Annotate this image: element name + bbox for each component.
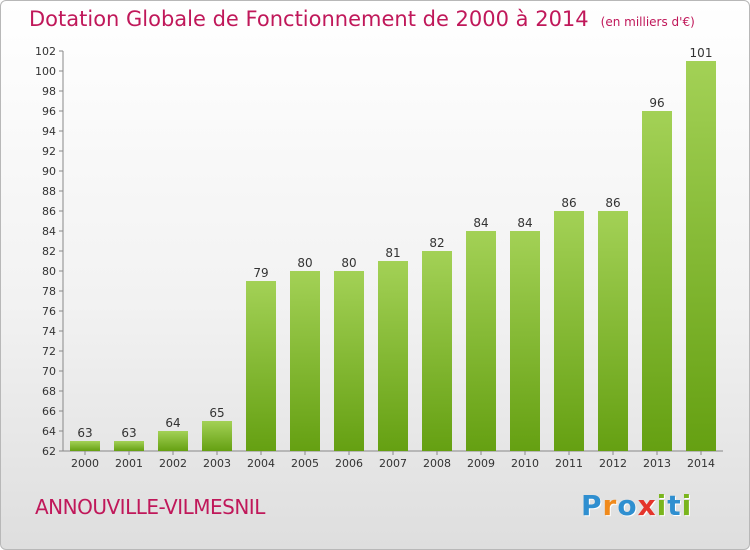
y-tick-label: 66 [42,405,56,418]
logo-letter: r [602,489,618,522]
y-tick-label: 88 [42,185,56,198]
bar-2009 [466,231,496,451]
x-tick-label: 2014 [687,457,715,470]
bar-2013 [642,111,672,451]
bar-value-label: 63 [121,426,136,440]
bar-value-label: 84 [517,216,532,230]
bar-2002 [158,431,188,451]
x-tick-label: 2010 [511,457,539,470]
x-tick-label: 2005 [291,457,319,470]
y-tick-label: 102 [35,45,56,58]
y-tick-label: 62 [42,445,56,458]
x-tick-label: 2003 [203,457,231,470]
bar-value-label: 86 [605,196,620,210]
y-tick-label: 64 [42,425,56,438]
x-tick-label: 2002 [159,457,187,470]
x-axis: 2000 2001 2002 2003 2004 2005 2006 2007 2008 2009… [63,450,723,470]
y-tick-label: 74 [42,325,56,338]
y-tick-label: 90 [42,165,56,178]
bar-value-label: 82 [429,236,444,250]
proxiti-logo: Proxiti [581,489,692,522]
x-tick-label: 2011 [555,457,583,470]
x-tick-label: 2012 [599,457,627,470]
bar-2006 [334,271,364,451]
bars: 63 63 64 65 79 80 80 81 82 84 84 86 86 96 101 [70,46,716,451]
y-tick-label: 80 [42,265,56,278]
bar-value-label: 81 [385,246,400,260]
y-tick-label: 96 [42,105,56,118]
logo-letter: t [667,489,682,522]
bar-value-label: 84 [473,216,488,230]
x-tick-label: 2004 [247,457,275,470]
logo-letter: x [637,489,657,522]
chart-title: Dotation Globale de Fonctionnement de 20… [29,7,695,31]
y-tick-label: 72 [42,345,56,358]
bar-value-label: 64 [165,416,180,430]
bar-value-label: 86 [561,196,576,210]
x-tick-label: 2009 [467,457,495,470]
bar-2001 [114,441,144,451]
bar-value-label: 96 [649,96,664,110]
bar-2005 [290,271,320,451]
chart-subtitle: (en milliers d'€) [600,15,695,29]
x-tick-label: 2000 [71,457,99,470]
bar-2007 [378,261,408,451]
y-tick-label: 70 [42,365,56,378]
y-tick-label: 82 [42,245,56,258]
logo-letter: i [681,489,693,522]
logo-letter: i [656,489,668,522]
bar-2014 [686,61,716,451]
bar-2000 [70,441,100,451]
x-tick-label: 2008 [423,457,451,470]
y-tick-label: 78 [42,285,56,298]
logo-letter: P [581,489,603,522]
x-tick-label: 2007 [379,457,407,470]
y-tick-label: 68 [42,385,56,398]
commune-name: ANNOUVILLE-VILMESNIL [35,495,265,519]
x-tick-label: 2006 [335,457,363,470]
bar-value-label: 65 [209,406,224,420]
bar-value-label: 80 [297,256,312,270]
x-tick-label: 2001 [115,457,143,470]
logo-letter: o [617,489,638,522]
y-axis: 62 64 66 68 70 72 74 76 78 80 82 84 86 88 90 92 94 96 98 10… [35,45,64,458]
y-tick-label: 98 [42,85,56,98]
bar-2004 [246,281,276,451]
y-tick-label: 100 [35,65,56,78]
y-tick-label: 94 [42,125,56,138]
y-tick-label: 92 [42,145,56,158]
bar-2011 [554,211,584,451]
bar-value-label: 101 [690,46,713,60]
y-tick-label: 84 [42,225,56,238]
chart-title-text: Dotation Globale de Fonctionnement de 20… [29,7,589,31]
bar-2012 [598,211,628,451]
x-tick-label: 2013 [643,457,671,470]
y-tick-label: 76 [42,305,56,318]
bar-2008 [422,251,452,451]
bar-2010 [510,231,540,451]
bar-2003 [202,421,232,451]
bar-value-label: 79 [253,266,268,280]
bar-value-label: 63 [77,426,92,440]
y-tick-label: 86 [42,205,56,218]
bar-value-label: 80 [341,256,356,270]
